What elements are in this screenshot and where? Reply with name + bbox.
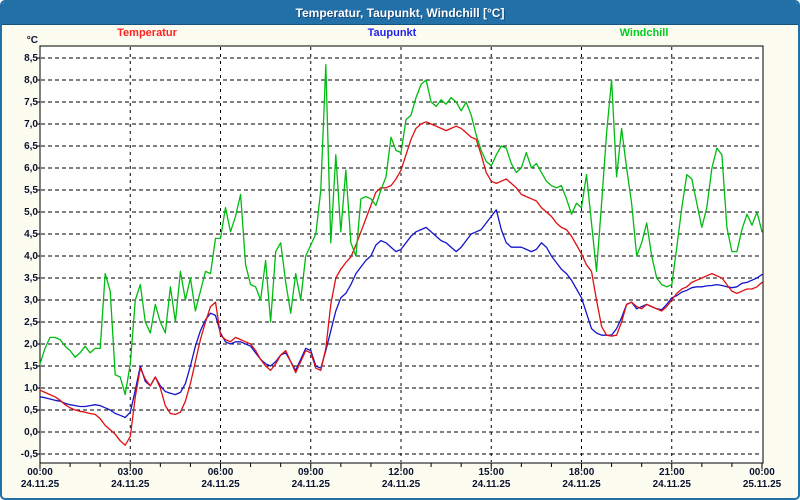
y-axis-tick-label: 3,0 <box>24 295 38 306</box>
y-axis-tick-label: 3,5 <box>24 273 38 284</box>
x-tick-date: 24.11.25 <box>20 479 60 490</box>
x-tick-date: 24.11.25 <box>652 479 691 490</box>
x-tick-time: 09:00 <box>297 467 324 478</box>
x-tick-date: 24.11.25 <box>562 479 601 490</box>
series-temperatur-line <box>39 121 763 446</box>
x-axis-tick-label: 06:00 24.11.25 <box>189 467 253 491</box>
x-tick-date: 24.11.25 <box>381 479 421 490</box>
y-axis-tick-label: 0,5 <box>24 405 38 416</box>
series-taupunkt-line <box>39 209 763 419</box>
y-axis-tick-label: 6,0 <box>24 163 38 174</box>
x-tick-time: 03:00 <box>117 467 144 478</box>
title-bar: Temperatur, Taupunkt, Windchill [°C] <box>2 2 798 25</box>
y-axis-tick-label: 7,0 <box>24 119 38 130</box>
x-tick-date: 24.11.25 <box>201 479 240 490</box>
x-tick-time: 00:00 <box>749 467 775 478</box>
x-axis-tick-label: 12:00 24.11.25 <box>369 467 433 491</box>
x-tick-date: 24.11.25 <box>291 479 330 490</box>
x-tick-time: 06:00 <box>207 467 234 478</box>
y-axis-tick-label: 1,0 <box>24 383 38 394</box>
legend-item-taupunkt: Taupunkt <box>367 27 417 39</box>
y-axis-tick-label: 2,0 <box>24 339 38 350</box>
plot-border <box>39 45 764 464</box>
window-title: Temperatur, Taupunkt, Windchill [°C] <box>295 6 505 20</box>
x-axis-tick-label: 09:00 24.11.25 <box>279 467 343 491</box>
x-tick-time: 12:00 <box>388 467 414 478</box>
x-tick-time: 21:00 <box>658 467 685 478</box>
x-axis-tick-label: 21:00 24.11.25 <box>640 467 704 491</box>
x-axis-tick-label: 18:00 24.11.25 <box>550 467 614 491</box>
x-tick-time: 00:00 <box>27 467 53 478</box>
y-axis-tick-label: 1,5 <box>24 361 38 372</box>
x-tick-date: 25.11.25 <box>742 479 782 490</box>
y-axis-unit: °C <box>26 35 38 46</box>
x-axis-tick-label: 00:00 24.11.25 <box>8 467 72 491</box>
x-tick-time: 18:00 <box>568 467 595 478</box>
y-axis-tick-label: 8,0 <box>24 75 38 86</box>
y-axis-tick-label: 7,5 <box>24 97 38 108</box>
y-axis-tick-label: 0,0 <box>24 427 38 438</box>
x-tick-date: 24.11.25 <box>111 479 150 490</box>
y-axis-tick-label: -0,5 <box>20 449 38 460</box>
y-axis-tick-label: 4,5 <box>24 229 38 240</box>
x-tick-date: 24.11.25 <box>472 479 511 490</box>
y-axis-tick-label: 8,5 <box>24 53 38 64</box>
x-axis-tick-label: 03:00 24.11.25 <box>98 467 162 491</box>
series-windchill-line <box>39 63 763 396</box>
y-axis-tick-label: 4,0 <box>24 251 38 262</box>
y-axis-tick-label: 2,5 <box>24 317 38 328</box>
y-axis-tick-label: 5,0 <box>24 207 38 218</box>
x-tick-time: 15:00 <box>478 467 505 478</box>
y-axis-tick-label: 5,5 <box>24 185 38 196</box>
y-axis-tick-label: 6,5 <box>24 141 38 152</box>
x-axis-tick-label: 15:00 24.11.25 <box>459 467 523 491</box>
legend-item-windchill: Windchill <box>619 27 669 39</box>
x-axis-tick-label: 00:00 25.11.25 <box>730 467 794 491</box>
legend-item-temperatur: Temperatur <box>117 27 177 39</box>
